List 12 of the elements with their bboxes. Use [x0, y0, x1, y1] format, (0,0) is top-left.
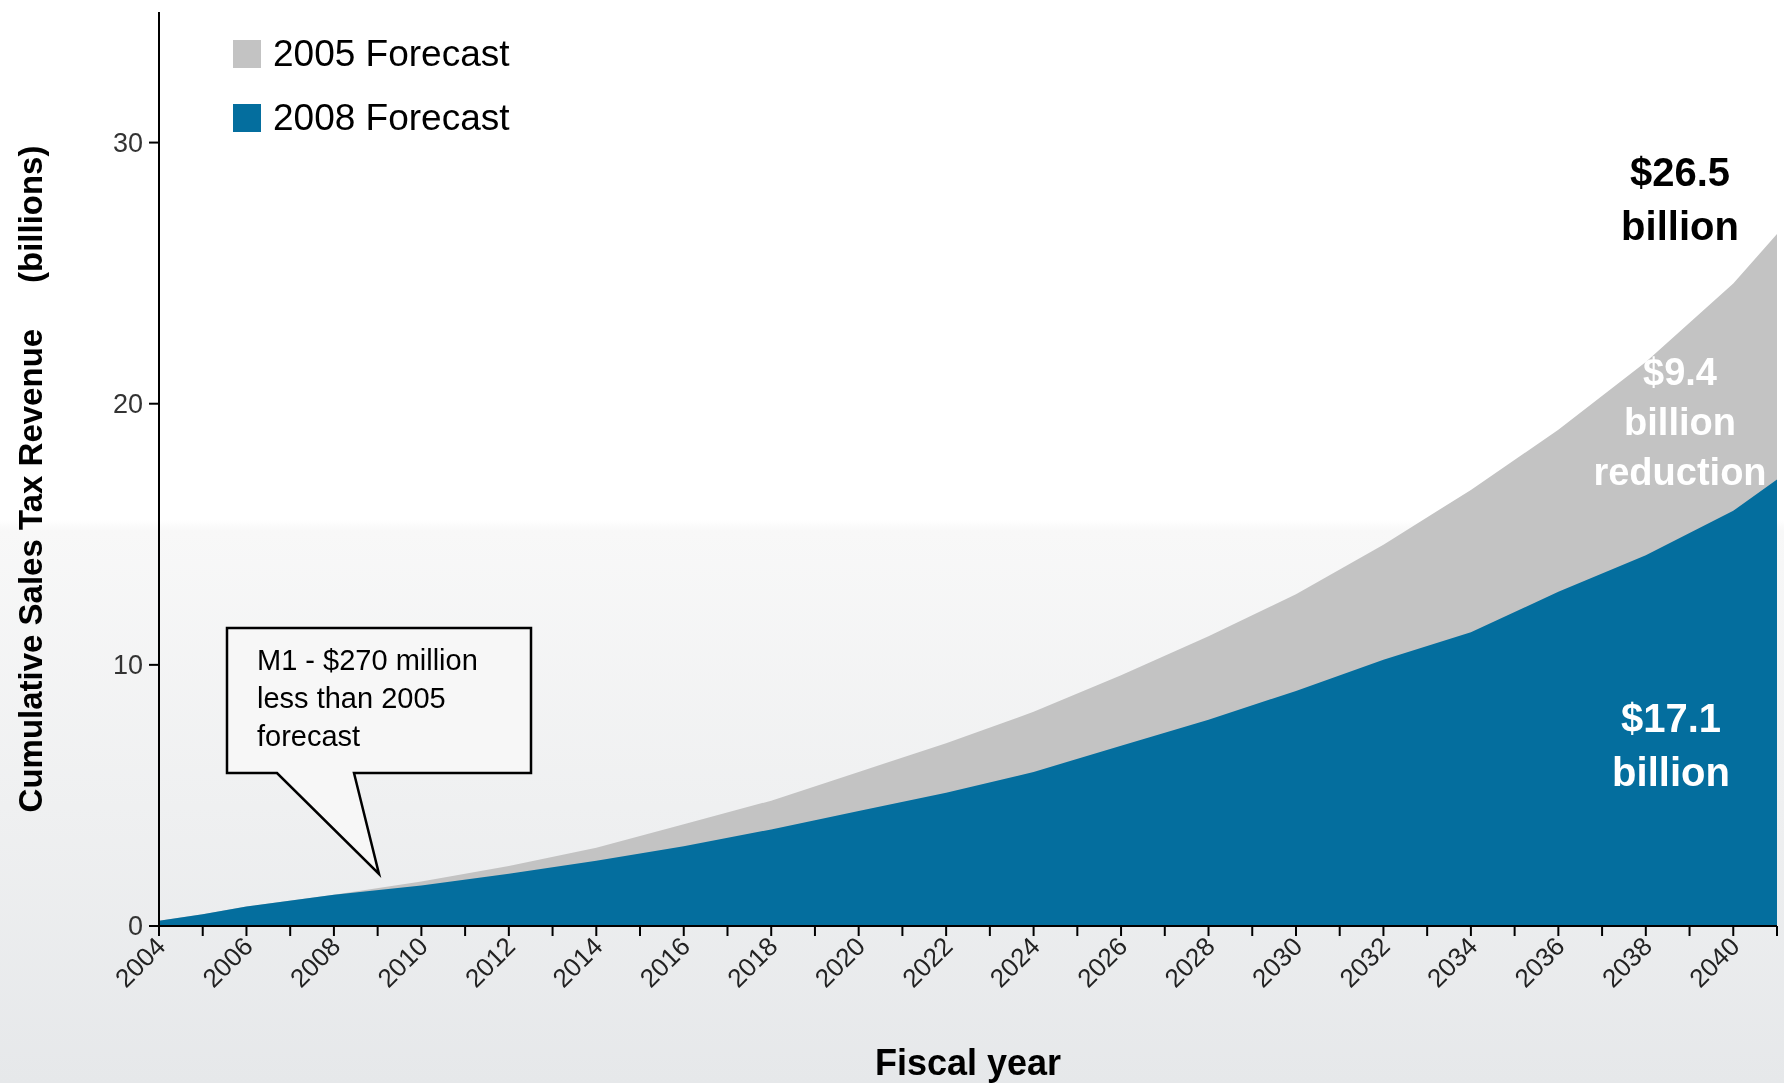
annotation: M1 - $270 million less than 2005 forecast [257, 644, 478, 752]
legend-label: 2005 Forecast [273, 33, 511, 74]
x-axis-title: Fiscal year [874, 1042, 1062, 1083]
legend-label: 2008 Forecast [273, 97, 511, 138]
y-axis-title: Cumulative Sales Tax Revenue (billions) [12, 145, 49, 813]
y-tick-label: 30 [112, 127, 143, 158]
y-tick-label: 20 [112, 388, 143, 419]
y-tick-label: 10 [112, 649, 143, 680]
annotation: $17.1 billion [1612, 696, 1730, 794]
annotation: $26.5 billion [1621, 150, 1739, 248]
y-tick-label: 0 [127, 911, 143, 941]
annotation: $9.4 billion reduction [1593, 351, 1767, 493]
